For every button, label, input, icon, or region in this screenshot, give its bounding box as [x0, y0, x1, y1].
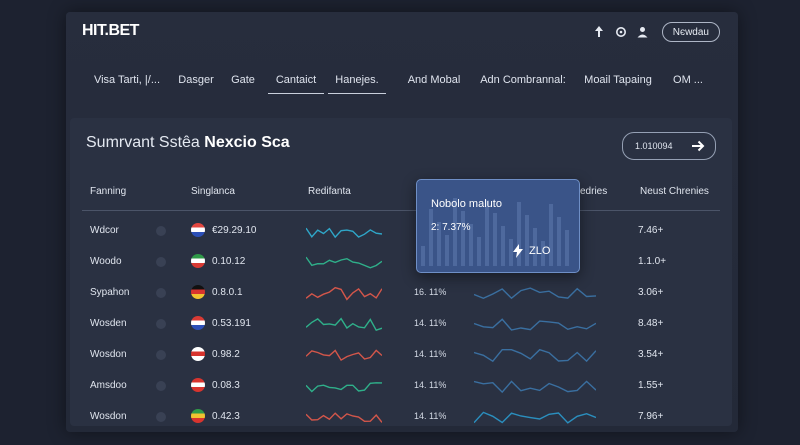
row-value: €29.29.10: [212, 225, 257, 236]
sparkline: [306, 286, 382, 301]
sparkline: [306, 317, 382, 332]
row-percent: 14. 11%: [414, 318, 447, 328]
row-percent: 16. 11%: [414, 287, 447, 297]
tooltip-action[interactable]: ZLO: [511, 244, 550, 258]
row-change: 7.96+: [638, 411, 664, 422]
row-change: 1.55+: [638, 380, 664, 391]
sparkline-secondary: [474, 380, 596, 394]
column-header-singlanca[interactable]: Singlanca: [191, 186, 235, 197]
row-value: 0.42.3: [212, 411, 240, 422]
tooltip-value: 2: 7.37%: [431, 222, 471, 233]
nav-item-7[interactable]: Moail Tapaing: [584, 74, 652, 86]
nav-item-6[interactable]: Adn Combrannal:: [480, 74, 566, 86]
value-selector[interactable]: 1.010094: [622, 132, 716, 160]
row-marker: [156, 350, 166, 360]
panel-title-regular: Sumrvant Sstêa: [86, 134, 205, 151]
table-row[interactable]: Wosden 0.53.191 14. 11% 8.48+: [70, 309, 732, 340]
table-row[interactable]: Woodo 0.10.12 1.1.0+: [70, 247, 732, 278]
row-name: Woodo: [90, 256, 122, 267]
sparkline-secondary: [474, 318, 596, 331]
sparkline: [306, 256, 382, 269]
row-value: 0.08.3: [212, 380, 240, 391]
sparkline: [306, 349, 382, 362]
value-selector-text: 1.010094: [635, 141, 673, 151]
arrow-right-icon: [692, 140, 705, 152]
header-divider: [82, 210, 720, 211]
market-panel: Sumrvant Sstêa Nexcio Sca 1.010094 Fanni…: [70, 118, 732, 426]
row-percent: 14. 11%: [414, 349, 447, 359]
nav-item-0[interactable]: Visa Tarti, |/...: [93, 74, 161, 86]
sparkline-secondary: [474, 411, 596, 424]
row-marker: [156, 319, 166, 329]
row-value: 0.53.191: [212, 318, 251, 329]
panel-title: Sumrvant Sstêa Nexcio Sca: [86, 134, 290, 152]
sparkline-secondary: [474, 348, 596, 363]
nav-item-2[interactable]: Gate: [231, 74, 255, 86]
row-change: 8.48+: [638, 318, 664, 329]
flag-icon: [191, 347, 205, 361]
row-value: 0.98.2: [212, 349, 240, 360]
row-marker: [156, 412, 166, 422]
row-marker: [156, 288, 166, 298]
flag-icon: [191, 285, 205, 299]
tooltip-action-label: ZLO: [529, 245, 551, 257]
flag-icon: [191, 316, 205, 330]
header-button[interactable]: Nєwdau: [661, 22, 720, 42]
row-name: Wosdon: [90, 349, 127, 360]
table-row[interactable]: Sypahon 0.8.0.1 16. 11% 3.06+: [70, 278, 732, 309]
row-name: Wdcor: [90, 225, 119, 236]
flag-icon: [191, 223, 205, 237]
row-name: Wosden: [90, 318, 127, 329]
nav-item-1[interactable]: Dasger: [178, 74, 214, 86]
column-header-edries[interactable]: edries: [580, 186, 608, 197]
row-change: 3.54+: [638, 349, 664, 360]
sparkline: [306, 412, 382, 423]
nav-item-5[interactable]: And Mobal: [407, 74, 461, 86]
flag-icon: [191, 378, 205, 392]
table-row[interactable]: Wdcor €29.29.10 7.46+: [70, 216, 732, 247]
row-marker: [156, 381, 166, 391]
row-value: 0.10.12: [212, 256, 246, 267]
row-change: 3.06+: [638, 287, 664, 298]
row-change: 7.46+: [638, 225, 664, 236]
row-name: Wosdon: [90, 411, 127, 422]
nav-item-4[interactable]: Hanejes.: [328, 68, 386, 94]
top-nav: Visa Tarti, |/... Dasger Gate Cantaict Hanej…: [92, 68, 712, 96]
column-header-neust-chrenies[interactable]: Neust Chrenies: [640, 186, 709, 197]
nav-item-3[interactable]: Cantaict: [268, 68, 324, 94]
row-name: Sypahon: [90, 287, 130, 298]
flag-icon: [191, 254, 205, 268]
settings-icon[interactable]: [610, 21, 632, 43]
pin-icon[interactable]: [588, 21, 610, 43]
row-change: 1.1.0+: [638, 256, 667, 267]
column-header-fanning[interactable]: Fanning: [90, 186, 127, 197]
chart-tooltip: Nobolo maluto 2: 7.37% ZLO: [416, 179, 580, 273]
tooltip-title: Nobolo maluto: [431, 198, 502, 210]
lightning-icon: [513, 244, 523, 258]
column-header-redifanta[interactable]: Redifanta: [308, 186, 351, 197]
row-value: 0.8.0.1: [212, 287, 243, 298]
table-row[interactable]: Wosdon 0.42.3 14. 11% 7.96+: [70, 402, 732, 433]
sparkline: [306, 382, 382, 393]
sparkline-secondary: [474, 287, 596, 300]
row-percent: 14. 11%: [414, 411, 447, 421]
flag-icon: [191, 409, 205, 423]
user-icon[interactable]: [632, 21, 654, 43]
panel-title-bold: Nexcio Sca: [204, 134, 290, 151]
table-row[interactable]: Amsdoo 0.08.3 14. 11% 1.55+: [70, 371, 732, 402]
app-window: HIT.BET Nєwdau Visa Tarti, |/... Dasger Ga…: [66, 12, 738, 432]
table-row[interactable]: Wosdon 0.98.2 14. 11% 3.54+: [70, 340, 732, 371]
nav-item-8[interactable]: OM ...: [673, 74, 703, 86]
header-toolbar: Nєwdau: [588, 21, 720, 43]
sparkline: [306, 227, 382, 239]
row-marker: [156, 257, 166, 267]
bar-pattern-icon: [421, 198, 569, 266]
row-marker: [156, 226, 166, 236]
row-percent: 14. 11%: [414, 380, 447, 390]
row-name: Amsdoo: [90, 380, 127, 391]
logo[interactable]: HIT.BET: [82, 22, 139, 39]
